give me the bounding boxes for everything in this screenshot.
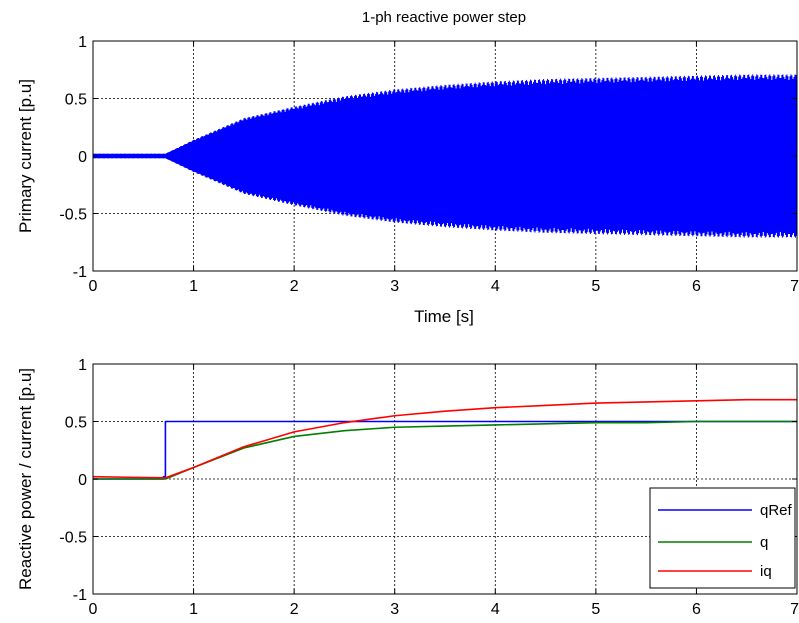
legend-label-q: q [760,534,768,551]
legend-label-iq: iq [760,563,772,580]
x-tick-label: 4 [491,601,500,618]
y-axis-label: Reactive power / current [p.u] [16,368,35,590]
y-tick-label: 0 [78,149,87,166]
x-tick-label: 7 [790,601,799,618]
y-tick-label: -1 [73,587,87,604]
x-tick-label: 5 [591,601,600,618]
y-tick-label: 0.5 [65,92,87,109]
x-tick-label: 6 [692,278,701,295]
series-line-iq [92,398,797,479]
x-tick-label: 3 [390,278,399,295]
y-tick-label: 1 [78,34,87,51]
ticks: 0 1 2 3 4 5 6 7 1 0.5 0 -0.5 -1 [59,34,799,295]
ticks: 0 1 2 3 4 5 6 7 1 0.5 0 -0.5 -1 [59,357,799,618]
x-tick-label: 1 [189,601,198,618]
y-tick-label: 1 [78,357,87,374]
chart-title: 1-ph reactive power step [362,9,526,26]
x-tick-label: 0 [89,278,98,295]
legend: qRef q iq [649,487,796,589]
current-chart: 1-ph reactive power step 0 1 2 3 4 5 6 7 1 0.5 0 -0… [16,9,799,326]
x-tick-label: 5 [591,278,600,295]
reactive-power-chart: 0 1 2 3 4 5 6 7 1 0.5 0 -0.5 -1 Reactive power / cur… [16,357,799,618]
x-tick-label: 6 [692,601,701,618]
series-layer [92,398,797,480]
legend-label-qref: qRef [760,502,793,519]
x-tick-label: 2 [290,278,299,295]
x-tick-label: 2 [290,601,299,618]
series-line-primary-current [92,74,798,238]
y-tick-label: -0.5 [59,207,87,224]
y-tick-label: 0.5 [65,415,87,432]
x-axis-label: Time [s] [414,307,474,326]
y-tick-label: 0 [78,472,87,489]
x-tick-label: 3 [390,601,399,618]
y-tick-label: -1 [73,264,87,281]
y-axis-label: Primary current [p.u] [16,79,35,233]
x-tick-label: 4 [491,278,500,295]
x-tick-label: 0 [89,601,98,618]
x-tick-label: 7 [790,278,799,295]
series-layer [92,74,798,238]
x-tick-label: 1 [189,278,198,295]
y-tick-label: -0.5 [59,530,87,547]
